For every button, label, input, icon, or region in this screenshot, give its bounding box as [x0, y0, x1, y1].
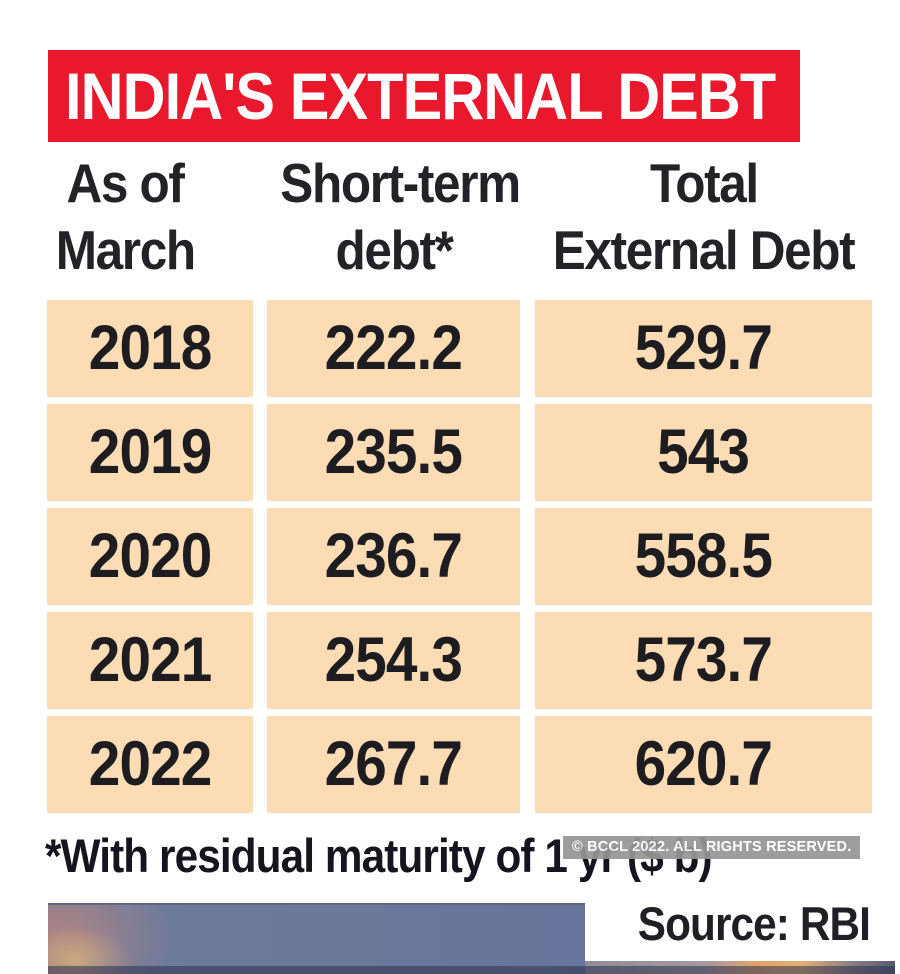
table-cell-year: 2020: [47, 508, 253, 605]
total-value: 529.7: [634, 313, 773, 383]
year-value: 2020: [88, 521, 212, 591]
table-cell-short-term: 235.5: [267, 404, 520, 501]
table-cell-short-term: 222.2: [267, 300, 520, 397]
table-cell-total: 620.7: [535, 716, 872, 813]
short-term-value: 254.3: [324, 625, 463, 695]
column-header-total-line1: Total: [649, 152, 759, 214]
table-cell-short-term: 236.7: [267, 508, 520, 605]
table-cell-year: 2022: [47, 716, 253, 813]
source-credit: Source: RBI: [470, 896, 871, 952]
table-cell-year: 2019: [47, 404, 253, 501]
photo-dark-bottom-band: [48, 966, 895, 974]
copyright-watermark: © BCCL 2022. ALL RIGHTS RESERVED.: [563, 836, 861, 859]
table-cell-total: 558.5: [535, 508, 872, 605]
total-value: 543: [657, 417, 751, 487]
table-cell-total: 573.7: [535, 612, 872, 709]
table-cell-total: 529.7: [535, 300, 872, 397]
table-cell-year: 2021: [47, 612, 253, 709]
table-cell-total: 543: [535, 404, 872, 501]
column-header-year-line2: March: [55, 219, 196, 281]
table-cell-short-term: 254.3: [267, 612, 520, 709]
column-header-short-term-line1: Short-term: [280, 152, 521, 214]
table-cell-short-term: 267.7: [267, 716, 520, 813]
short-term-value: 267.7: [324, 729, 463, 799]
column-header-total: Total External Debt: [535, 150, 872, 284]
sky-photo-strip: [48, 903, 585, 974]
source-text: Source: RBI: [637, 897, 871, 950]
total-value: 558.5: [634, 521, 773, 591]
year-value: 2021: [88, 625, 212, 695]
column-header-total-line2: External Debt: [552, 219, 856, 281]
column-header-year-line1: As of: [66, 152, 185, 214]
column-header-year: As of March: [48, 150, 254, 284]
table-cell-year: 2018: [47, 300, 253, 397]
column-header-short-term: Short-term debt*: [267, 150, 521, 284]
short-term-value: 236.7: [324, 521, 463, 591]
year-value: 2018: [88, 313, 212, 383]
total-value: 620.7: [634, 729, 773, 799]
year-value: 2022: [88, 729, 212, 799]
title-banner: INDIA'S EXTERNAL DEBT: [48, 50, 800, 142]
page-title: INDIA'S EXTERNAL DEBT: [65, 59, 776, 133]
short-term-value: 235.5: [324, 417, 463, 487]
short-term-value: 222.2: [324, 313, 463, 383]
column-header-short-term-line2: debt*: [335, 219, 453, 281]
year-value: 2019: [88, 417, 212, 487]
total-value: 573.7: [634, 625, 773, 695]
